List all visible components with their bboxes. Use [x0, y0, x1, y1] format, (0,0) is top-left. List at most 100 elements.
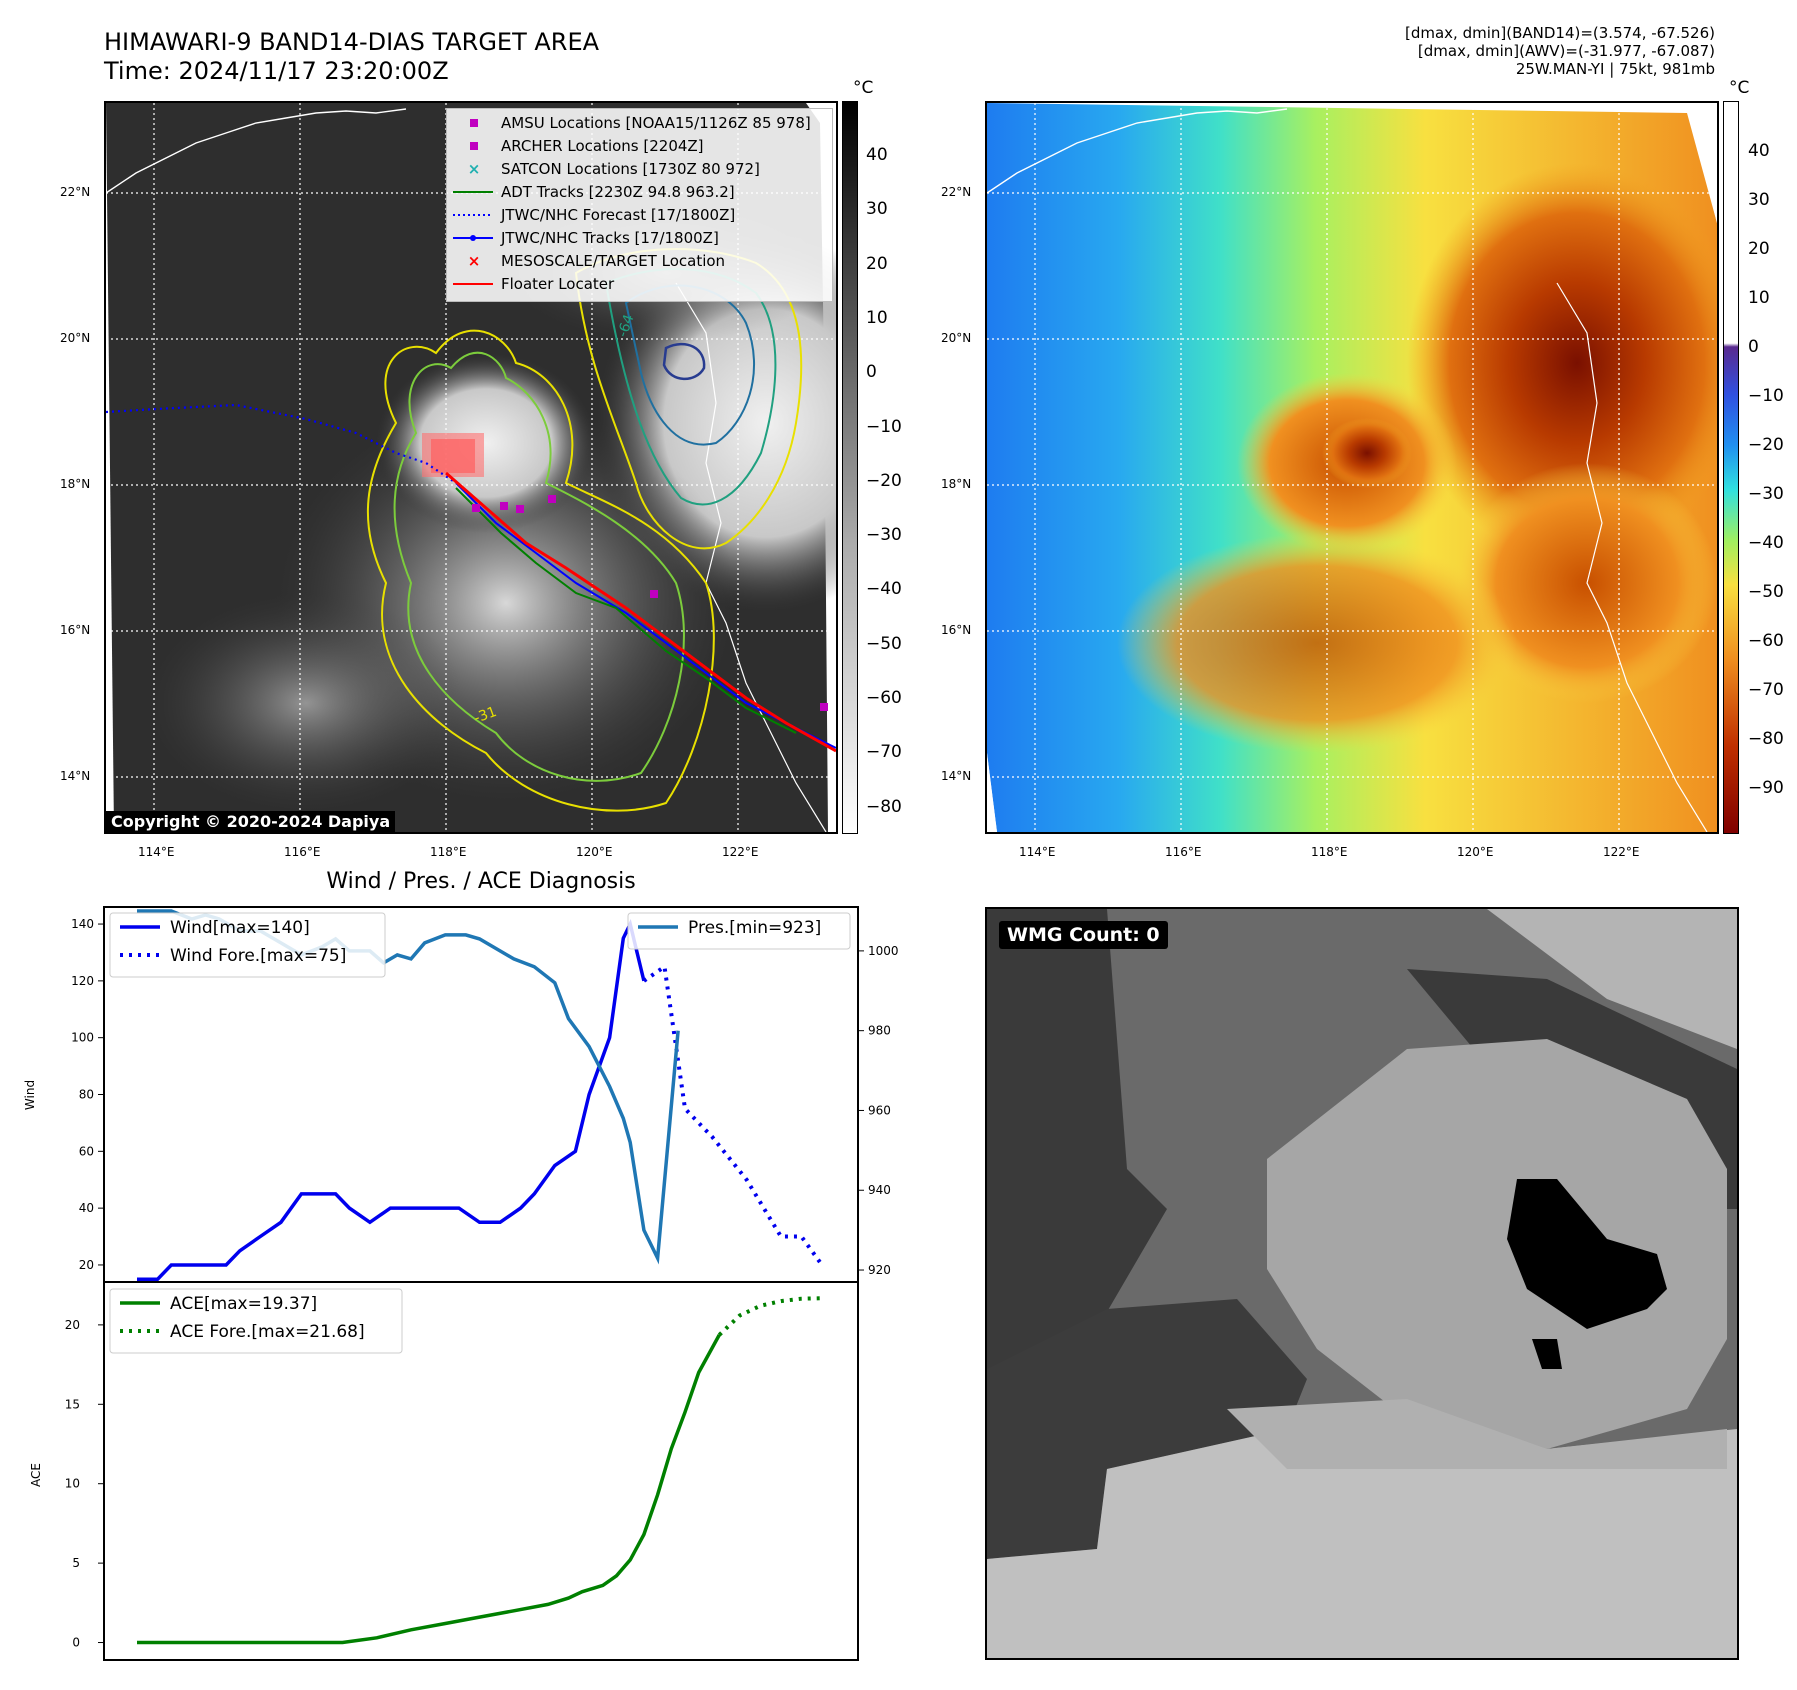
wind-tick-label: 120	[71, 974, 94, 988]
colorbar-tick-label: 40	[1748, 141, 1770, 161]
cloud-mass-core	[376, 353, 596, 533]
page-timestamp: Time: 2024/11/17 23:20:00Z	[104, 57, 449, 85]
lat-tick-label: 14°N	[941, 769, 972, 783]
colorbar-tick-label: 0	[1748, 337, 1759, 357]
legend-item: AMSU Locations [NOAA15/1126Z 85 978]	[451, 111, 828, 134]
chart-legend-box	[109, 912, 386, 978]
colorbar-tick-label: 30	[866, 199, 888, 220]
lon-tick-label: 116°E	[1165, 845, 1202, 859]
legend-label: ADT Tracks [2230Z 94.8 963.2]	[501, 182, 735, 201]
series-line-ace-fore-	[717, 1296, 823, 1337]
colorbar-tick-label: −20	[866, 470, 902, 491]
pressure-tick-label: 980	[868, 1024, 891, 1038]
wind-tick-label: 100	[71, 1031, 94, 1045]
colorbar-tick-label: 20	[1748, 239, 1770, 259]
ace-tick-label: 20	[65, 1318, 80, 1332]
wind-tick-label: 60	[79, 1144, 94, 1158]
chart-legend-box	[109, 1288, 403, 1354]
awv-hot-east	[1407, 163, 1717, 563]
info-storm-summary: 25W.MAN-YI | 75kt, 981mb	[1515, 60, 1715, 78]
legend-swatch	[453, 190, 493, 193]
right-colorbar	[1723, 101, 1739, 834]
diagnosis-title: Wind / Pres. / ACE Diagnosis	[326, 869, 635, 894]
colorbar-tick-label: 40	[866, 145, 888, 165]
chart-legend-label: ACE Fore.[max=21.68]	[170, 1322, 365, 1342]
legend-swatch: ×	[468, 161, 481, 177]
ace-tick-label: 15	[65, 1397, 80, 1411]
pressure-tick-label: 940	[868, 1183, 891, 1197]
colorbar-tick-label: 0	[866, 362, 877, 383]
lat-tick-label: 20°N	[941, 331, 972, 345]
pressure-tick-label: 1000	[868, 944, 899, 958]
colorbar-tick-label: −20	[1748, 435, 1784, 455]
lon-tick-label: 114°E	[1019, 845, 1056, 859]
chart-legend-label: Wind Fore.[max=75]	[170, 946, 346, 966]
legend-label: ARCHER Locations [2204Z]	[501, 136, 704, 155]
ace-panel	[103, 1281, 859, 1661]
wind-tick-label: 40	[79, 1201, 94, 1215]
diagnosis-chart: Wind / Pres. / ACE Diagnosis 20 40 60 80 100…	[23, 869, 899, 1661]
series-line-wind-fore-	[642, 963, 824, 1267]
lon-tick-label: 122°E	[722, 845, 759, 859]
contour-label-31: -31	[472, 704, 499, 727]
pressure-tick-label: 960	[868, 1103, 891, 1117]
lon-tick-label: 114°E	[138, 845, 175, 859]
awv-map-panel	[985, 101, 1719, 834]
wmg-light-ring	[1267, 1039, 1727, 1449]
colorbar-tick-label: −60	[1748, 631, 1784, 651]
lat-tick-label: 20°N	[60, 331, 91, 345]
colorbar-tick-label: −90	[1748, 778, 1784, 798]
ir-map-svg: -64 -31	[106, 103, 836, 832]
colorbar-tick-label: −40	[1748, 533, 1784, 553]
legend-label: AMSU Locations [NOAA15/1126Z 85 978]	[501, 113, 811, 132]
chart-legend-label: ACE[max=19.37]	[170, 1294, 317, 1314]
lat-tick-label: 18°N	[941, 477, 972, 491]
wind-tick-label: 80	[79, 1088, 94, 1102]
left-colorbar	[842, 101, 858, 834]
legend-item: ARCHER Locations [2204Z]	[451, 134, 828, 157]
colorbar-tick-label: −70	[1748, 680, 1784, 700]
map-legend: AMSU Locations [NOAA15/1126Z 85 978] ARCH…	[446, 108, 833, 302]
legend-label: JTWC/NHC Forecast [17/1800Z]	[501, 205, 736, 224]
legend-item: JTWC/NHC Forecast [17/1800Z]	[451, 203, 828, 226]
awv-map-svg	[987, 103, 1717, 832]
chart-legend-label: Pres.[min=923]	[688, 918, 821, 938]
info-block: [dmax, dmin](BAND14)=(3.574, -67.526) [d…	[1405, 24, 1715, 78]
lon-tick-label: 122°E	[1603, 845, 1640, 859]
legend-swatch	[453, 282, 493, 285]
wind-tick-label: 140	[71, 917, 94, 931]
lat-tick-label: 18°N	[60, 477, 91, 491]
legend-label: SATCON Locations [1730Z 80 972]	[501, 159, 760, 178]
ir-map-panel: -64 -31 AMSU Locations [NOAA15/1126Z 85 …	[104, 101, 838, 834]
adt-track	[455, 487, 797, 734]
colorbar-tick-label: 20	[866, 253, 888, 274]
colorbar-tick-label: −50	[866, 633, 902, 654]
colorbar-tick-label: −80	[1748, 729, 1784, 749]
awv-gridlines	[987, 103, 1717, 832]
chart-legend-label: Wind[max=140]	[170, 918, 310, 938]
lon-tick-label: 120°E	[576, 845, 613, 859]
colorbar-tick-label: −40	[866, 579, 902, 600]
svg-text:×: ×	[468, 161, 481, 177]
colorbar-tick-label: 10	[866, 307, 888, 328]
legend-item: JTWC/NHC Tracks [17/1800Z]	[451, 226, 828, 249]
legend-swatch: ×	[468, 253, 481, 269]
contour-label-64: -64	[615, 312, 638, 339]
colorbar-tick-label: 10	[1748, 288, 1770, 308]
chart-legend-box	[627, 912, 851, 950]
series-line-ace	[137, 1334, 721, 1645]
colorbar-tick-label: −10	[866, 416, 902, 437]
lat-tick-label: 16°N	[60, 623, 91, 637]
jtwc-best-track	[455, 482, 836, 749]
jtwc-forecast-track	[106, 403, 457, 484]
colorbar-tick-label: −50	[1748, 582, 1784, 602]
wind-axis-label: Wind	[23, 1080, 37, 1110]
wind-tick-label: 20	[79, 1258, 94, 1272]
legend-item: ADT Tracks [2230Z 94.8 963.2]	[451, 180, 828, 203]
page-title: HIMAWARI-9 BAND14-DIAS TARGET AREA	[104, 28, 600, 56]
lat-tick-label: 16°N	[941, 623, 972, 637]
ace-axis-label: ACE	[29, 1463, 43, 1487]
svg-text:×: ×	[468, 253, 481, 269]
lat-tick-label: 22°N	[60, 185, 91, 199]
legend-label: MESOSCALE/TARGET Location	[501, 251, 726, 270]
